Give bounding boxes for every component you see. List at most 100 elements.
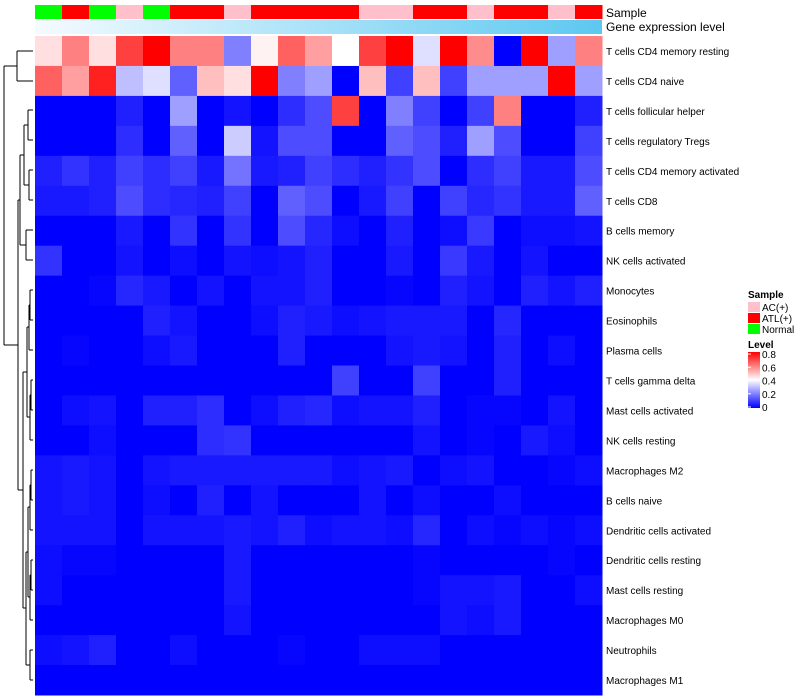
sample-cell <box>116 5 144 19</box>
heatmap-cell <box>386 155 414 187</box>
heatmap-cell <box>278 36 306 67</box>
heatmap-cell <box>575 185 603 217</box>
heatmap-cell <box>305 605 333 636</box>
heatmap-cell <box>467 395 495 426</box>
heatmap-cell <box>359 335 387 366</box>
heatmap-cell <box>386 275 414 307</box>
heatmap-cell <box>170 125 198 157</box>
heatmap-cell <box>224 575 252 606</box>
heatmap-cell <box>467 365 495 396</box>
heatmap-cell <box>413 155 441 187</box>
heatmap-cell <box>143 36 171 67</box>
heatmap-cell <box>413 545 441 576</box>
heatmap-cell <box>359 425 387 456</box>
heatmap-cell <box>278 245 306 277</box>
heatmap-cell <box>548 335 576 366</box>
heatmap-cell <box>143 155 171 187</box>
heatmap-cell <box>35 665 63 696</box>
heatmap-cell <box>521 545 549 576</box>
heatmap-cell <box>89 575 117 606</box>
heatmap-cell <box>143 665 171 696</box>
sample-cell <box>278 5 306 19</box>
heatmap-cell <box>143 365 171 396</box>
heatmap-cell <box>224 155 252 187</box>
heatmap-cell <box>251 155 279 187</box>
row-label: T cells follicular helper <box>606 107 705 118</box>
heatmap-cell <box>332 305 360 337</box>
heatmap-cell <box>170 485 198 516</box>
sample-cell <box>359 5 387 19</box>
legend-entry-label: Normal <box>762 325 794 336</box>
heatmap-cell <box>575 365 603 396</box>
heatmap-cell <box>89 455 117 486</box>
heatmap-cell <box>251 485 279 516</box>
heatmap-cell <box>197 125 225 157</box>
heatmap-cell <box>35 545 63 576</box>
heatmap-cell <box>224 95 252 127</box>
heatmap-cell <box>359 215 387 247</box>
heatmap-cell <box>305 665 333 696</box>
heatmap-cell <box>251 65 279 97</box>
heatmap-cell <box>386 245 414 277</box>
heatmap-cell <box>467 515 495 546</box>
legend-tick-label: 0 <box>762 403 768 414</box>
heatmap-cell <box>62 36 90 67</box>
heatmap-cell <box>575 215 603 247</box>
heatmap-cell <box>359 185 387 217</box>
heatmap-cell <box>62 185 90 217</box>
heatmap-cell <box>170 155 198 187</box>
heatmap-cell <box>386 335 414 366</box>
heatmap-cell <box>251 605 279 636</box>
heatmap-cell <box>386 36 414 67</box>
heatmap-cell <box>35 305 63 337</box>
heatmap-cell <box>413 65 441 97</box>
heatmap-cell <box>386 365 414 396</box>
heatmap-cell <box>467 545 495 576</box>
heatmap-cell <box>413 665 441 696</box>
heatmap-cell <box>116 515 144 546</box>
heatmap-cell <box>116 545 144 576</box>
row-label: Mast cells activated <box>606 406 693 417</box>
heatmap-cell <box>143 305 171 337</box>
heatmap-cell <box>62 575 90 606</box>
heatmap-cell <box>170 455 198 486</box>
heatmap-cell <box>332 425 360 456</box>
heatmap-cell <box>62 485 90 516</box>
heatmap-cell <box>170 575 198 606</box>
heatmap-cell <box>494 125 522 157</box>
heatmap-cell <box>35 425 63 456</box>
heatmap-cell <box>305 575 333 606</box>
heatmap-cell <box>521 365 549 396</box>
heatmap-cell <box>170 95 198 127</box>
heatmap-cell <box>170 305 198 337</box>
heatmap-cell <box>278 125 306 157</box>
heatmap-cell <box>494 95 522 127</box>
heatmap-cell <box>278 605 306 636</box>
row-label: B cells naive <box>606 496 663 507</box>
heatmap-cell <box>278 455 306 486</box>
heatmap-cell <box>143 485 171 516</box>
heatmap-cell <box>251 245 279 277</box>
heatmap-cell <box>35 605 63 636</box>
heatmap-cell <box>170 365 198 396</box>
heatmap-cell <box>386 485 414 516</box>
heatmap-cell <box>197 425 225 456</box>
heatmap-cell <box>197 305 225 337</box>
heatmap-cell <box>521 665 549 696</box>
heatmap-cell <box>89 485 117 516</box>
heatmap-cell <box>548 155 576 187</box>
heatmap-cell <box>197 515 225 546</box>
heatmap-cell <box>278 545 306 576</box>
heatmap-cell <box>224 65 252 97</box>
heatmap-cell <box>548 65 576 97</box>
heatmap-cell <box>521 455 549 486</box>
heatmap-cell <box>440 155 468 187</box>
heatmap-cell <box>386 425 414 456</box>
heatmap-cell <box>575 515 603 546</box>
heatmap-cell <box>413 95 441 127</box>
heatmap-cell <box>332 485 360 516</box>
heatmap-cell <box>386 575 414 606</box>
heatmap-cell <box>224 245 252 277</box>
heatmap-cell <box>494 395 522 426</box>
legend-tick-label: 0.4 <box>762 377 776 388</box>
